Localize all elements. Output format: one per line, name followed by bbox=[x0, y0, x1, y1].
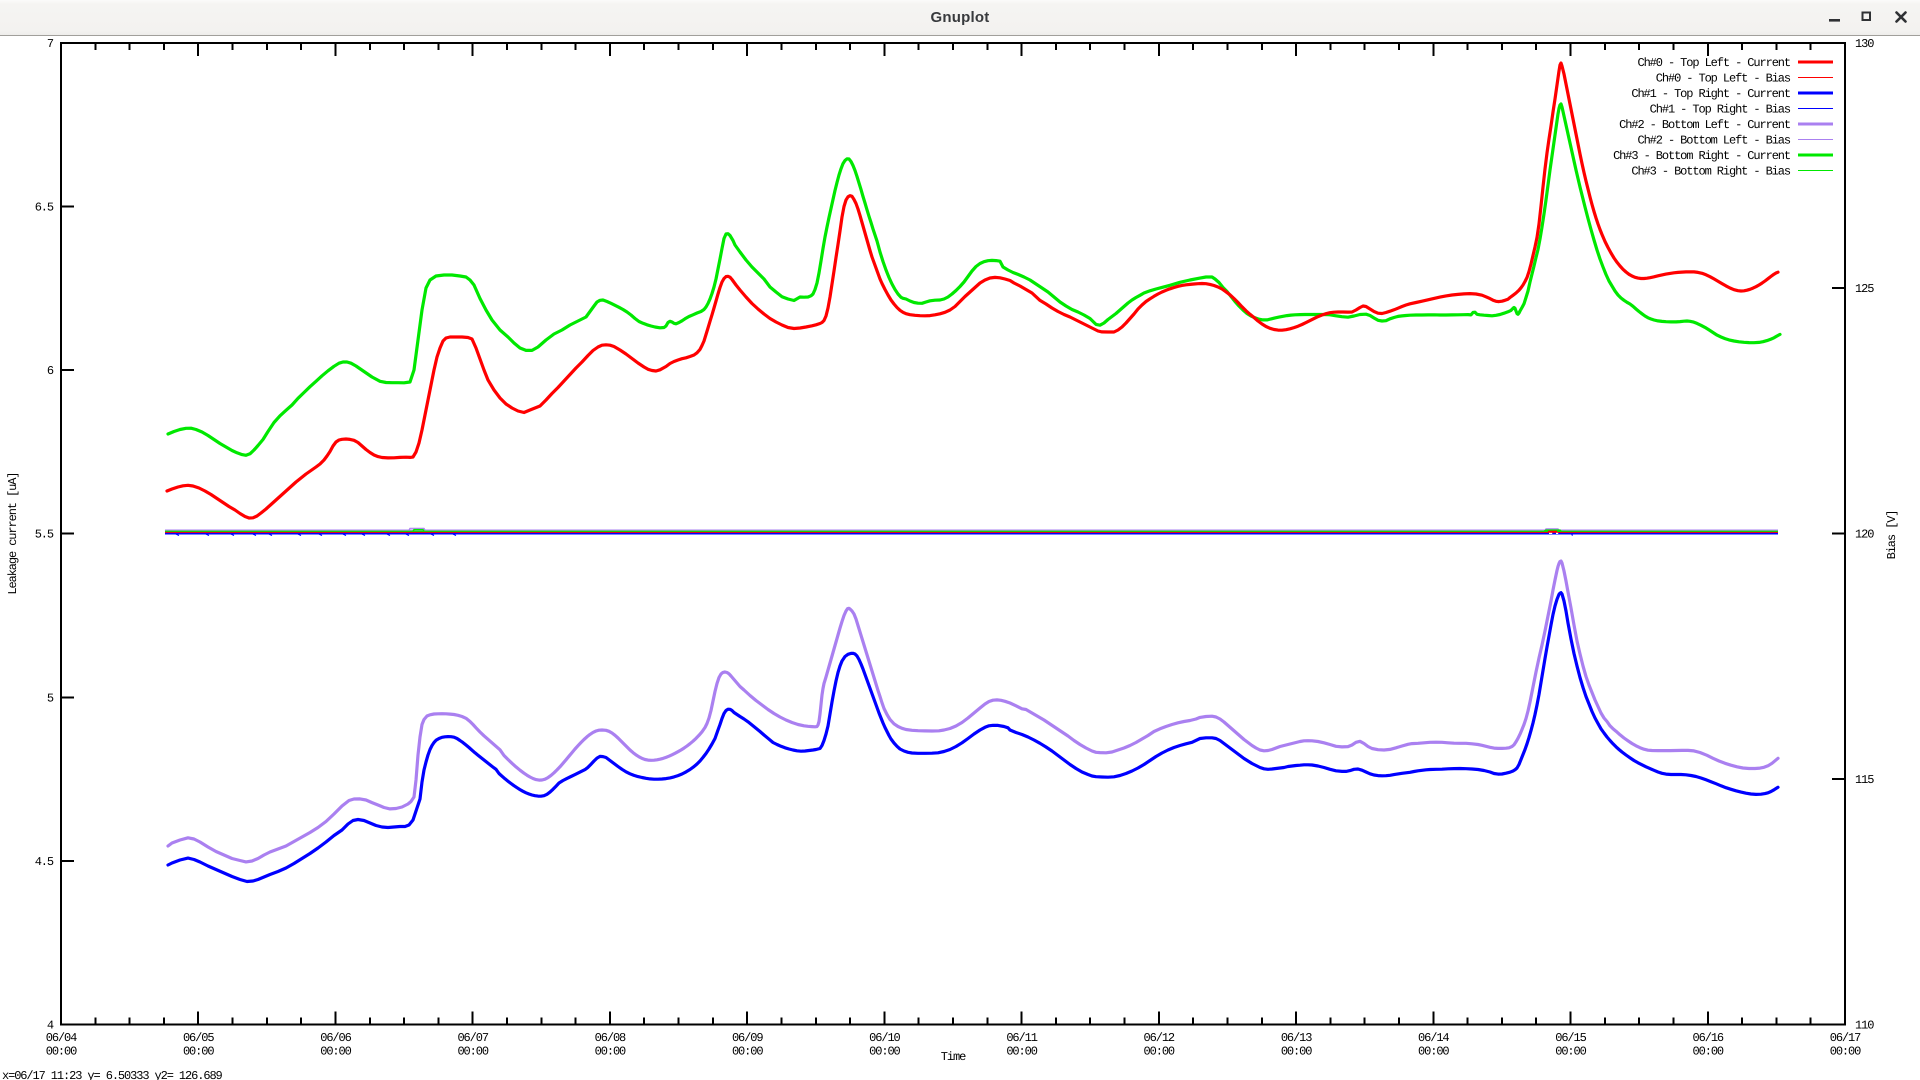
svg-text:06/17: 06/17 bbox=[1830, 1031, 1861, 1045]
svg-text:00:00: 00:00 bbox=[1006, 1045, 1037, 1059]
svg-text:00:00: 00:00 bbox=[320, 1045, 351, 1059]
svg-text:00:00: 00:00 bbox=[595, 1045, 626, 1059]
svg-text:4: 4 bbox=[47, 1019, 54, 1033]
svg-text:Ch#2 - Bottom Left - Current: Ch#2 - Bottom Left - Current bbox=[1619, 118, 1790, 132]
svg-text:00:00: 00:00 bbox=[183, 1045, 214, 1059]
svg-text:06/13: 06/13 bbox=[1281, 1031, 1312, 1045]
svg-text:Ch#0 - Top Left - Bias: Ch#0 - Top Left - Bias bbox=[1656, 72, 1791, 86]
svg-text:06/14: 06/14 bbox=[1418, 1031, 1449, 1045]
svg-text:7: 7 bbox=[47, 37, 54, 51]
svg-text:5: 5 bbox=[47, 691, 54, 705]
svg-text:Leakage current [uA]: Leakage current [uA] bbox=[6, 473, 20, 595]
svg-text:00:00: 00:00 bbox=[1830, 1045, 1861, 1059]
svg-text:120: 120 bbox=[1855, 528, 1874, 542]
svg-text:00:00: 00:00 bbox=[1144, 1045, 1175, 1059]
svg-text:00:00: 00:00 bbox=[46, 1045, 77, 1059]
svg-text:Ch#1 - Top Right - Bias: Ch#1 - Top Right - Bias bbox=[1650, 103, 1791, 117]
svg-text:115: 115 bbox=[1855, 773, 1874, 787]
svg-text:Ch#3 - Bottom Right - Current: Ch#3 - Bottom Right - Current bbox=[1613, 149, 1790, 163]
svg-text:Ch#3 - Bottom Right - Bias: Ch#3 - Bottom Right - Bias bbox=[1631, 165, 1791, 179]
svg-text:5.5: 5.5 bbox=[35, 528, 54, 542]
svg-text:6.5: 6.5 bbox=[35, 200, 54, 214]
svg-text:00:00: 00:00 bbox=[1418, 1045, 1449, 1059]
svg-text:00:00: 00:00 bbox=[457, 1045, 488, 1059]
svg-text:125: 125 bbox=[1855, 282, 1874, 296]
svg-text:06/08: 06/08 bbox=[595, 1031, 626, 1045]
svg-text:110: 110 bbox=[1855, 1019, 1874, 1033]
svg-text:06/10: 06/10 bbox=[869, 1031, 900, 1045]
svg-text:00:00: 00:00 bbox=[732, 1045, 763, 1059]
svg-text:x=06/17 11:23 y= 6.50333 y2= 1: x=06/17 11:23 y= 6.50333 y2= 126.689 bbox=[2, 1069, 223, 1080]
svg-text:06/05: 06/05 bbox=[183, 1031, 214, 1045]
svg-text:Ch#0 - Top Left - Current: Ch#0 - Top Left - Current bbox=[1637, 56, 1790, 70]
svg-text:06/09: 06/09 bbox=[732, 1031, 763, 1045]
svg-text:Time: Time bbox=[941, 1050, 966, 1064]
svg-text:00:00: 00:00 bbox=[1693, 1045, 1724, 1059]
svg-text:00:00: 00:00 bbox=[1281, 1045, 1312, 1059]
svg-text:00:00: 00:00 bbox=[1555, 1045, 1586, 1059]
svg-text:4.5: 4.5 bbox=[35, 855, 54, 869]
svg-text:06/07: 06/07 bbox=[457, 1031, 488, 1045]
svg-text:06/06: 06/06 bbox=[320, 1031, 351, 1045]
svg-text:Bias [V]: Bias [V] bbox=[1885, 511, 1899, 560]
svg-text:130: 130 bbox=[1855, 37, 1874, 51]
svg-text:Ch#1 - Top Right - Current: Ch#1 - Top Right - Current bbox=[1631, 87, 1790, 101]
svg-text:Ch#2 - Bottom Left - Bias: Ch#2 - Bottom Left - Bias bbox=[1637, 134, 1790, 148]
svg-text:06/04: 06/04 bbox=[46, 1031, 77, 1045]
svg-text:06/15: 06/15 bbox=[1555, 1031, 1586, 1045]
svg-text:06/12: 06/12 bbox=[1144, 1031, 1175, 1045]
svg-text:6: 6 bbox=[47, 364, 54, 378]
svg-text:06/16: 06/16 bbox=[1693, 1031, 1724, 1045]
svg-text:06/11: 06/11 bbox=[1006, 1031, 1037, 1045]
svg-text:00:00: 00:00 bbox=[869, 1045, 900, 1059]
